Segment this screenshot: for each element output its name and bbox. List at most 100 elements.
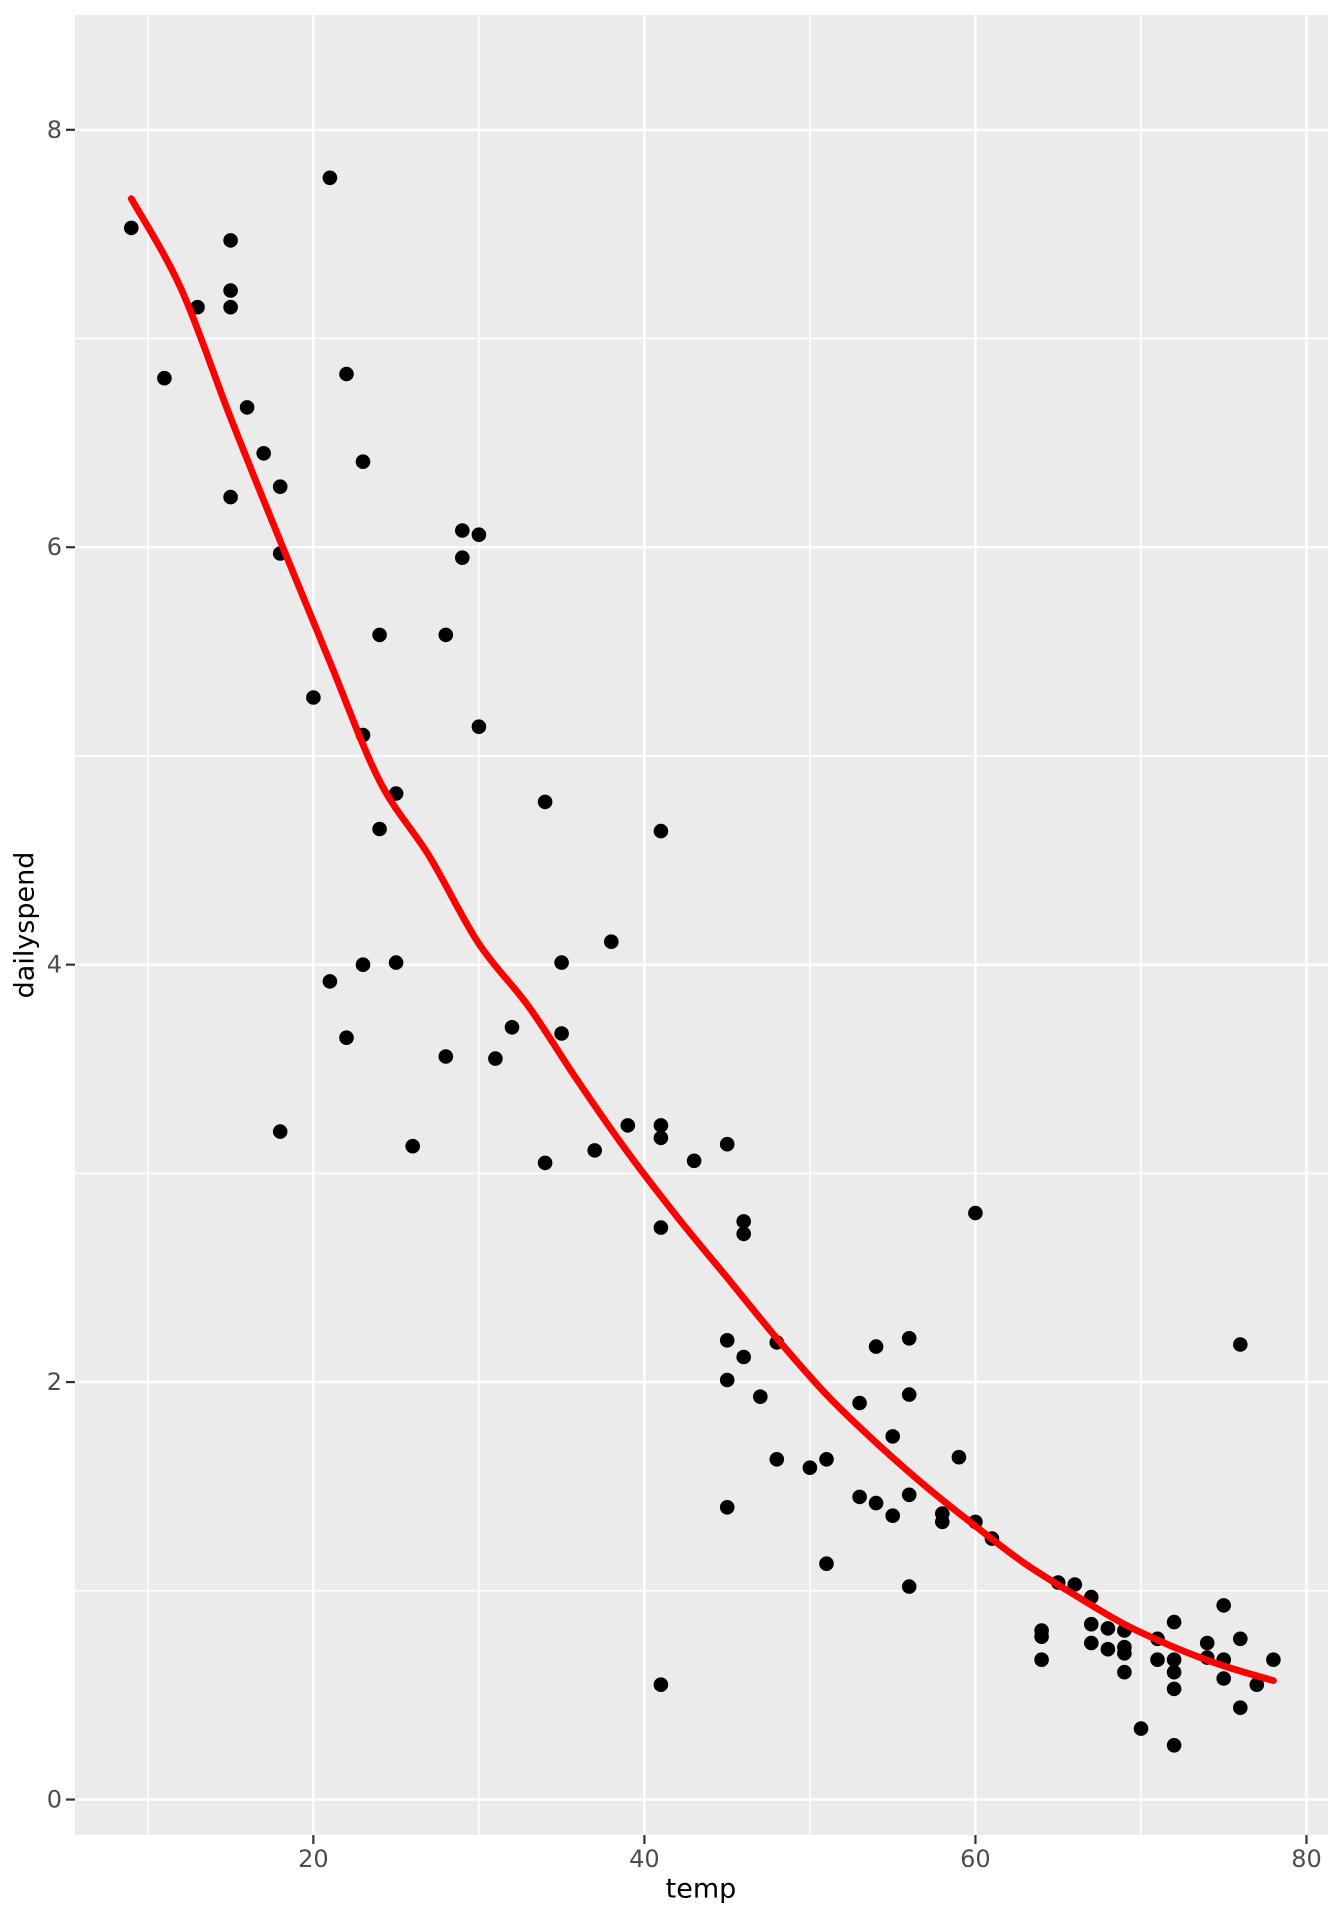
data-point <box>438 1049 454 1064</box>
data-point <box>471 719 487 734</box>
data-point <box>901 1487 917 1503</box>
data-point <box>901 1331 917 1346</box>
data-point <box>322 170 338 186</box>
data-point <box>753 1389 768 1404</box>
data-point <box>736 1226 751 1242</box>
data-point <box>653 823 669 839</box>
data-point <box>339 1030 354 1045</box>
data-point <box>471 527 487 542</box>
y-tick-label: 8 <box>47 116 62 144</box>
data-point <box>1100 1641 1116 1657</box>
data-point <box>306 690 321 705</box>
data-point <box>1166 1738 1182 1753</box>
data-point <box>1166 1681 1182 1697</box>
data-point <box>653 1118 669 1133</box>
data-point <box>157 370 172 386</box>
data-point <box>587 1143 602 1158</box>
data-point <box>1034 1652 1049 1667</box>
data-point <box>901 1579 917 1594</box>
data-point <box>223 283 238 298</box>
data-point <box>1067 1577 1083 1592</box>
x-axis-label: temp <box>665 1873 737 1905</box>
data-point <box>1199 1635 1215 1651</box>
data-point <box>885 1508 900 1523</box>
data-point <box>1133 1721 1149 1736</box>
data-point <box>1249 1677 1265 1692</box>
data-point <box>736 1349 751 1365</box>
data-point <box>1150 1652 1165 1667</box>
data-point <box>272 479 288 495</box>
data-point <box>554 1026 569 1041</box>
data-point <box>223 233 238 248</box>
data-point <box>1034 1629 1049 1644</box>
data-point <box>372 821 387 837</box>
data-point <box>819 1452 834 1467</box>
data-point <box>554 955 569 970</box>
data-point <box>322 974 338 989</box>
data-point <box>256 446 272 461</box>
data-point <box>719 1333 735 1348</box>
data-point <box>852 1395 867 1411</box>
data-point <box>223 299 238 315</box>
y-tick-label: 0 <box>47 1786 62 1814</box>
data-point <box>935 1514 950 1530</box>
data-point <box>488 1051 503 1066</box>
y-tick-label: 4 <box>47 951 62 979</box>
data-point <box>355 454 371 470</box>
data-point <box>239 400 255 415</box>
data-point <box>355 957 371 972</box>
data-point <box>951 1449 967 1465</box>
data-point <box>653 1677 669 1692</box>
data-point <box>901 1387 917 1402</box>
data-point <box>802 1460 818 1475</box>
data-point <box>868 1495 884 1511</box>
data-point <box>719 1500 735 1515</box>
data-point <box>1117 1664 1132 1680</box>
data-point <box>1216 1598 1231 1613</box>
data-point <box>653 1130 669 1146</box>
data-point <box>388 955 404 970</box>
data-point <box>537 1155 553 1171</box>
data-point <box>1084 1616 1099 1632</box>
y-tick-label: 6 <box>47 533 62 561</box>
data-point <box>1233 1631 1248 1647</box>
data-point <box>868 1339 884 1354</box>
data-point <box>372 627 387 643</box>
data-point <box>819 1556 834 1571</box>
x-tick-label: 40 <box>629 1845 660 1873</box>
plot-panel <box>75 15 1328 1835</box>
data-point <box>885 1429 900 1444</box>
data-point <box>769 1452 785 1467</box>
data-point <box>852 1489 867 1505</box>
x-tick-label: 60 <box>960 1845 991 1873</box>
trend-line <box>127 195 1277 1684</box>
data-point <box>968 1205 983 1221</box>
data-point <box>272 1124 288 1139</box>
data-point <box>455 550 470 565</box>
x-tick-label: 80 <box>1291 1845 1322 1873</box>
data-point <box>537 794 553 810</box>
data-point <box>1266 1652 1281 1667</box>
data-point <box>604 934 619 949</box>
x-tick-label: 20 <box>298 1845 329 1873</box>
y-tick-label: 2 <box>47 1368 62 1396</box>
data-point <box>653 1220 669 1235</box>
data-point <box>223 489 238 505</box>
data-point <box>455 523 470 538</box>
data-point <box>438 627 454 643</box>
data-point <box>1166 1652 1182 1667</box>
data-point <box>1233 1700 1248 1715</box>
data-point <box>1084 1635 1099 1651</box>
data-point <box>1166 1664 1182 1680</box>
data-point <box>405 1138 421 1154</box>
data-point <box>1233 1337 1248 1352</box>
data-point <box>1216 1671 1231 1686</box>
data-point <box>719 1136 735 1152</box>
data-point <box>1117 1646 1132 1661</box>
data-point <box>620 1118 636 1133</box>
y-axis-label: dailyspend <box>9 851 41 999</box>
data-point <box>504 1020 520 1035</box>
data-point <box>1166 1614 1182 1630</box>
